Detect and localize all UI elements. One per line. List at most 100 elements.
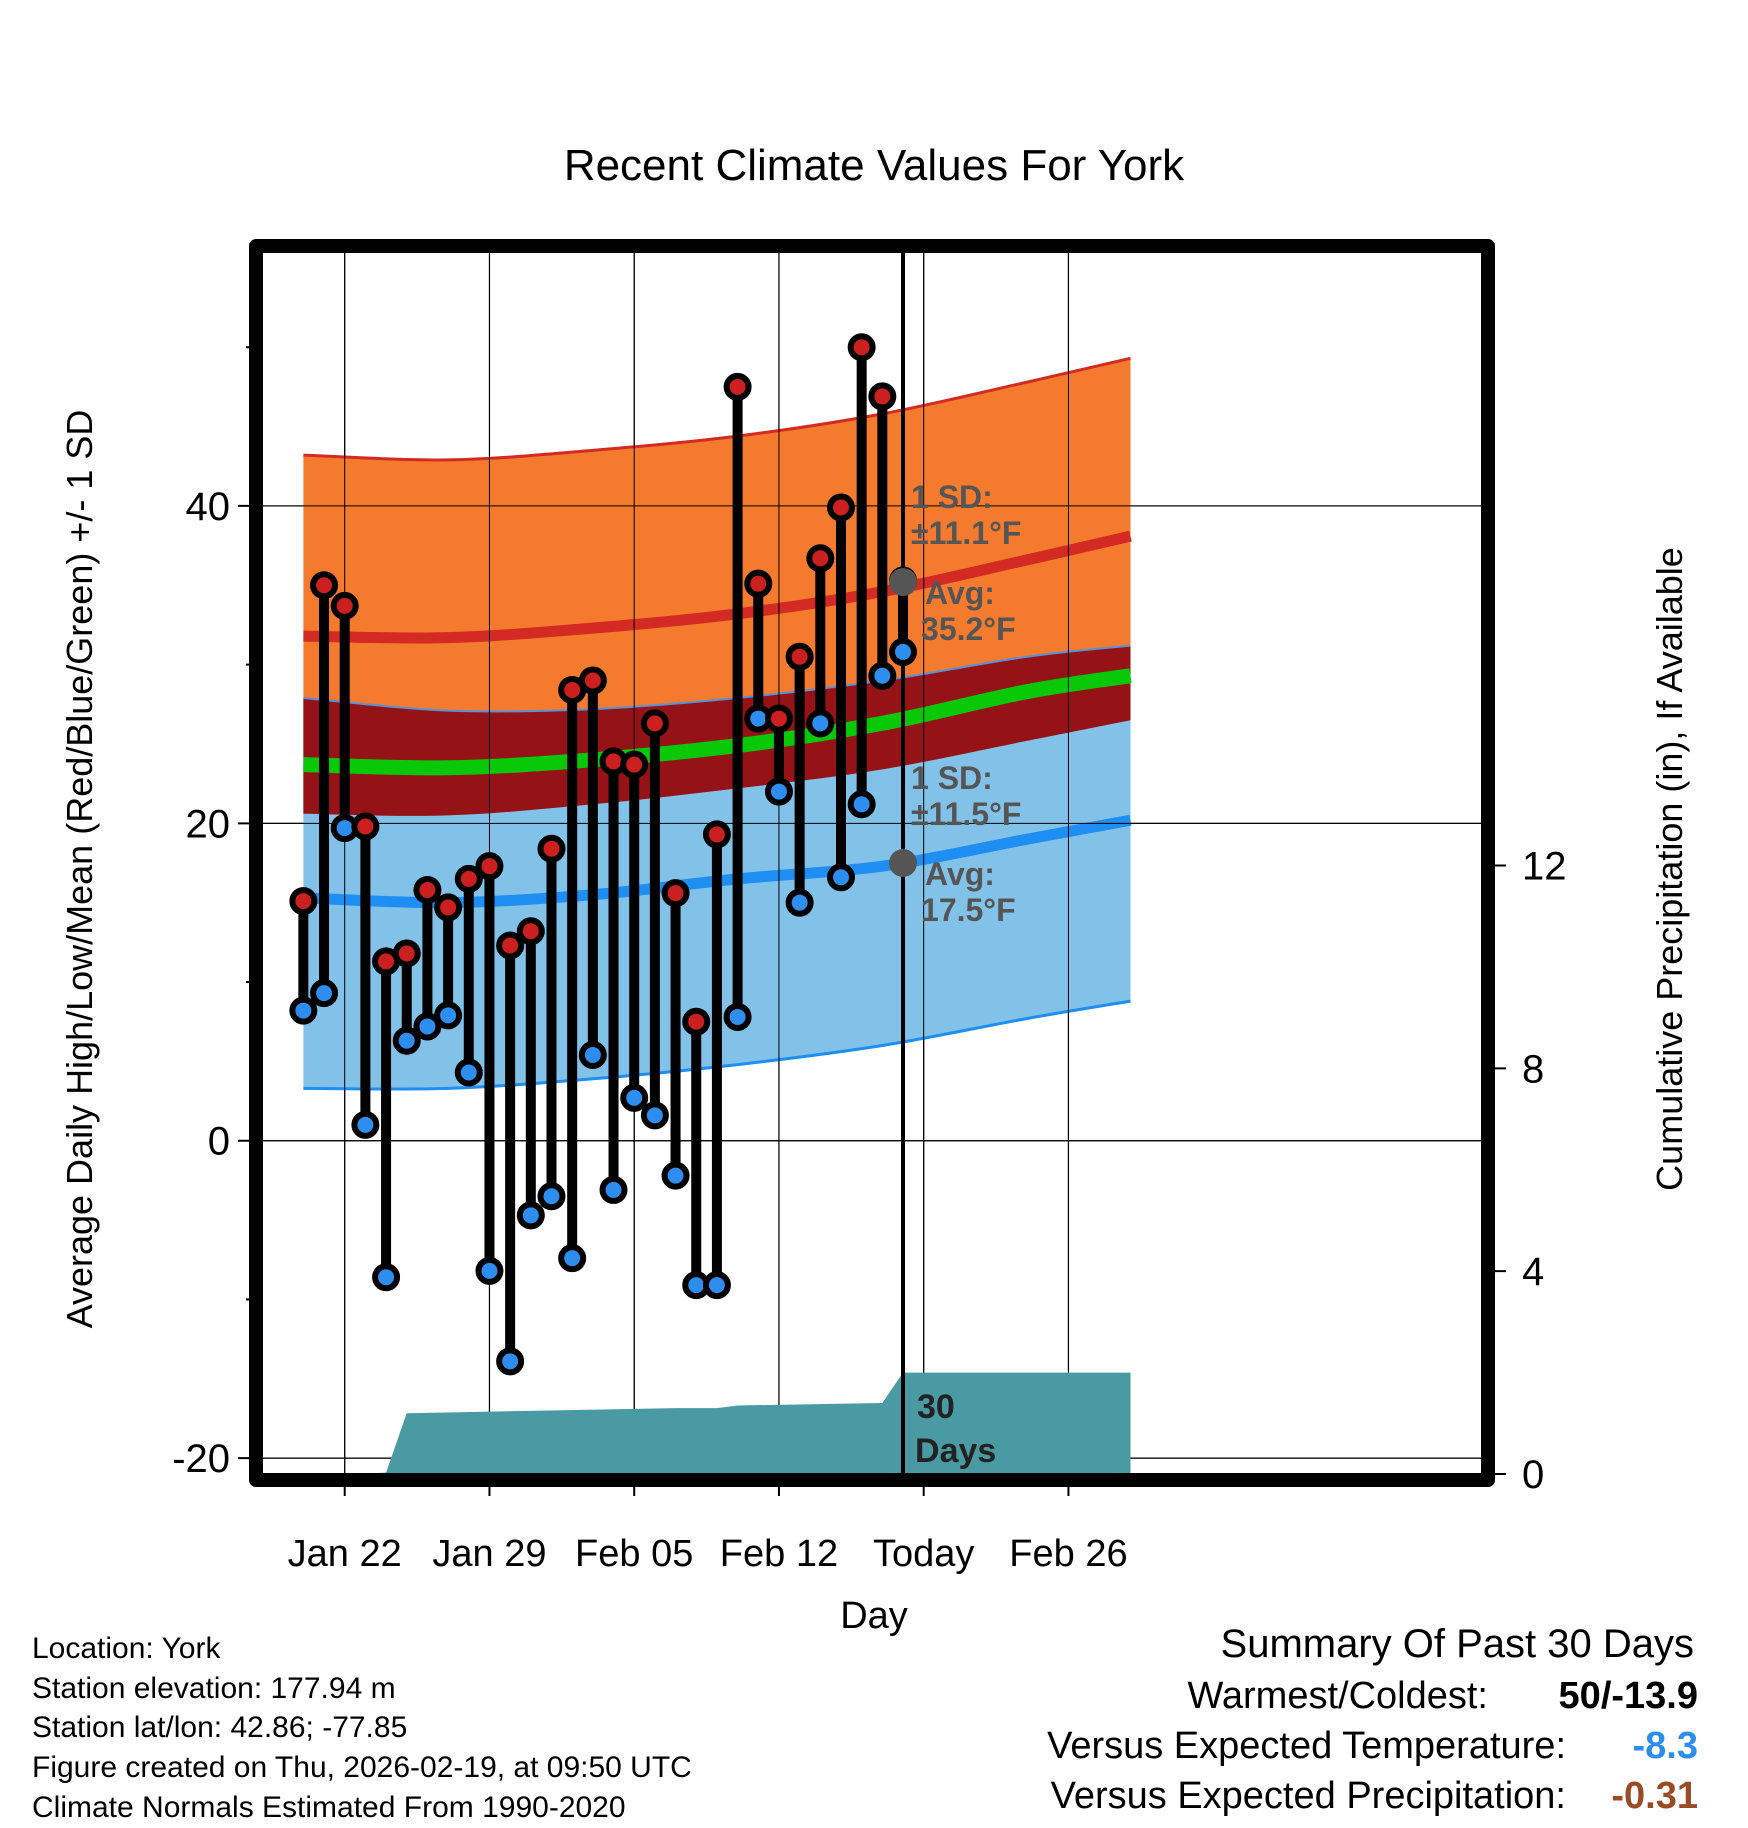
low-point bbox=[785, 888, 814, 917]
info-created: Figure created on Thu, 2026-02-19, at 09… bbox=[32, 1751, 692, 1784]
low-point bbox=[537, 1182, 566, 1211]
low-point bbox=[599, 1175, 628, 1204]
precip-area bbox=[303, 1372, 1131, 1474]
y2-tick-label: 8 bbox=[1522, 1047, 1544, 1091]
axes: -20 0 20 40 0 4 8 12 Jan 22 Jan 29 Feb 05 Feb 12 Tod… bbox=[172, 239, 1567, 1575]
x-tick-label: Jan 22 bbox=[288, 1533, 402, 1575]
high-point bbox=[475, 852, 504, 881]
high-point bbox=[868, 382, 897, 411]
y2-tick-label: 0 bbox=[1522, 1453, 1544, 1497]
summary-precip-value: -0.31 bbox=[1611, 1775, 1698, 1817]
high-sd-value: ±11.1°F bbox=[911, 515, 1021, 551]
low-point bbox=[516, 1201, 545, 1230]
high-point bbox=[392, 939, 421, 968]
plot-clip-group bbox=[262, 252, 1482, 1474]
high-avg-marker bbox=[889, 568, 918, 597]
x-tick-label: Jan 29 bbox=[432, 1533, 546, 1575]
low-minus-sd-line bbox=[303, 999, 1131, 1091]
summary-temp-value: -8.3 bbox=[1632, 1725, 1698, 1767]
y-axis-label: Average Daily High/Low/Mean (Red/Blue/Gr… bbox=[59, 410, 100, 1329]
high-point bbox=[330, 591, 359, 620]
y2-tick-label: 4 bbox=[1522, 1250, 1544, 1294]
low-point bbox=[847, 790, 876, 819]
low-point bbox=[578, 1041, 607, 1070]
high-point bbox=[289, 887, 318, 916]
low-point bbox=[826, 863, 855, 892]
high-point bbox=[764, 704, 793, 733]
y-tick-label: 0 bbox=[208, 1120, 230, 1164]
info-normals: Climate Normals Estimated From 1990-2020 bbox=[32, 1791, 626, 1824]
high-point bbox=[682, 1007, 711, 1036]
high-avg-label: Avg: bbox=[925, 575, 995, 611]
high-point bbox=[351, 812, 380, 841]
low-point bbox=[496, 1347, 525, 1376]
summary-warmest-label: Warmest/Coldest: bbox=[1187, 1675, 1488, 1717]
high-point bbox=[806, 544, 835, 573]
x-tick-label: Feb 05 bbox=[575, 1533, 693, 1575]
low-sd-value: ±11.5°F bbox=[911, 796, 1021, 832]
low-point bbox=[351, 1110, 380, 1139]
low-sd-label: 1 SD: bbox=[911, 760, 993, 796]
x-tick-label: Feb 26 bbox=[1009, 1533, 1127, 1575]
low-point bbox=[310, 979, 339, 1008]
x-tick-label: Today bbox=[873, 1533, 974, 1575]
precip-days-word: Days bbox=[915, 1432, 996, 1470]
high-point bbox=[640, 709, 669, 738]
low-avg-value: 17.5°F bbox=[921, 892, 1016, 928]
summary-warmest-value: 50/-13.9 bbox=[1558, 1675, 1698, 1717]
low-point bbox=[454, 1058, 483, 1087]
plot-frame bbox=[249, 239, 1495, 1487]
high-point bbox=[847, 333, 876, 362]
low-avg-label: Avg: bbox=[925, 856, 995, 892]
low-point bbox=[661, 1161, 690, 1190]
info-latlon: Station lat/lon: 42.86; -77.85 bbox=[32, 1711, 408, 1744]
high-point bbox=[661, 879, 690, 908]
precip-days-number: 30 bbox=[917, 1388, 955, 1426]
x-tick-label: Feb 12 bbox=[720, 1533, 838, 1575]
high-point bbox=[620, 750, 649, 779]
low-point bbox=[723, 1002, 752, 1031]
high-point bbox=[785, 642, 814, 671]
high-point bbox=[454, 864, 483, 893]
low-point bbox=[434, 1001, 463, 1030]
high-point bbox=[310, 571, 339, 600]
high-point bbox=[723, 372, 752, 401]
high-sd-label: 1 SD: bbox=[911, 479, 993, 515]
y2-tick-label: 12 bbox=[1522, 845, 1567, 889]
info-location: Location: York bbox=[32, 1632, 221, 1665]
low-point bbox=[413, 1012, 442, 1041]
low-point bbox=[764, 777, 793, 806]
y2-axis-label: Cumulative Precipitation (in), If Availa… bbox=[1649, 547, 1690, 1191]
high-point bbox=[744, 569, 773, 598]
summary-title: Summary Of Past 30 Days bbox=[1220, 1622, 1694, 1666]
x-axis-label: Day bbox=[840, 1595, 908, 1637]
info-elevation: Station elevation: 177.94 m bbox=[32, 1672, 396, 1705]
summary-temp-label: Versus Expected Temperature: bbox=[1047, 1725, 1566, 1767]
y-tick-label: 40 bbox=[186, 485, 231, 529]
high-point bbox=[516, 917, 545, 946]
low-point bbox=[372, 1263, 401, 1292]
y-tick-label: 20 bbox=[186, 802, 231, 846]
low-avg-marker bbox=[889, 849, 918, 877]
high-point bbox=[578, 666, 607, 695]
low-point bbox=[806, 709, 835, 738]
high-point bbox=[537, 834, 566, 863]
low-point bbox=[289, 996, 318, 1025]
low-point bbox=[392, 1026, 421, 1055]
high-point bbox=[496, 931, 525, 960]
chart-title: Recent Climate Values For York bbox=[564, 141, 1185, 190]
low-point bbox=[889, 637, 918, 666]
high-point bbox=[702, 820, 731, 849]
high-point bbox=[413, 875, 442, 904]
low-point bbox=[702, 1271, 731, 1300]
low-point bbox=[475, 1256, 504, 1285]
summary-precip-label: Versus Expected Precipitation: bbox=[1050, 1775, 1566, 1817]
low-point bbox=[558, 1244, 587, 1273]
high-point bbox=[826, 493, 855, 522]
high-point bbox=[434, 893, 463, 922]
high-avg-value: 35.2°F bbox=[921, 611, 1016, 647]
y-tick-label: -20 bbox=[172, 1437, 230, 1481]
low-point bbox=[868, 661, 897, 690]
